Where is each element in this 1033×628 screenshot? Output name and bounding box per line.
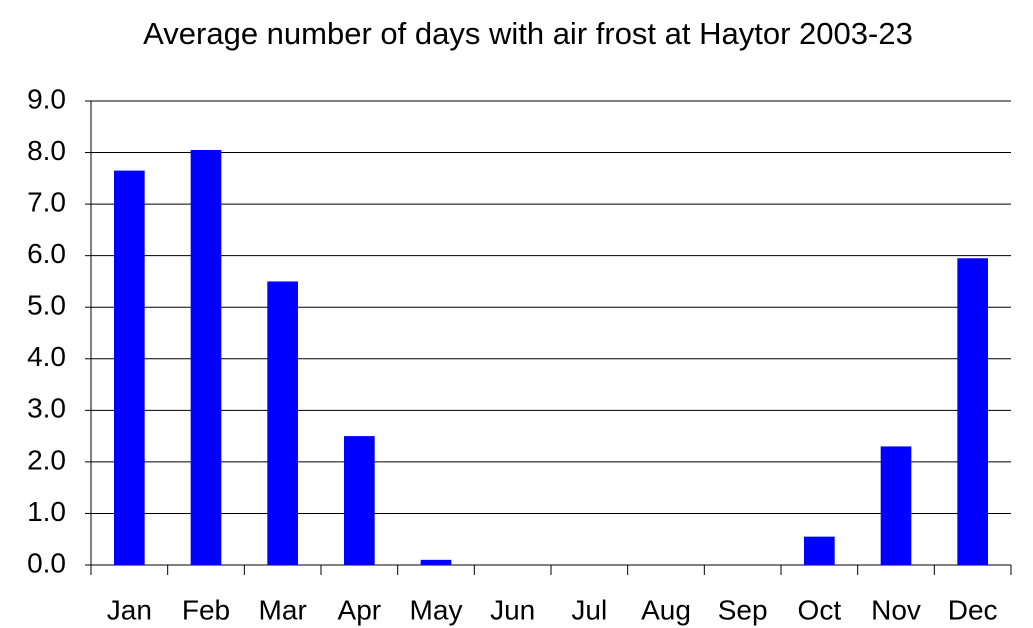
bar (804, 536, 835, 565)
x-tick-label: Mar (259, 594, 307, 625)
x-tick-label: Aug (641, 594, 691, 625)
bar (114, 170, 145, 565)
bar (190, 149, 222, 565)
bar (420, 559, 452, 565)
y-tick-label: 1.0 (27, 496, 66, 527)
y-tick-label: 2.0 (27, 444, 66, 475)
x-tick-label: Apr (338, 594, 382, 625)
x-tick-label: Nov (871, 594, 921, 625)
bar (267, 281, 298, 565)
y-tick-label: 8.0 (27, 135, 66, 166)
y-tick-label: 4.0 (27, 341, 66, 372)
x-tick-label: Feb (182, 594, 230, 625)
x-tick-label: Dec (948, 594, 998, 625)
x-tick-label: Jun (490, 594, 535, 625)
y-tick-label: 7.0 (27, 187, 66, 218)
x-tick-label: Jul (571, 594, 607, 625)
x-tick-label: Sep (718, 594, 768, 625)
x-tick-label: May (410, 594, 463, 625)
y-tick-label: 5.0 (27, 290, 66, 321)
y-tick-label: 3.0 (27, 393, 66, 424)
chart-title: Average number of days with air frost at… (143, 16, 913, 51)
y-tick-label: 6.0 (27, 238, 66, 269)
y-tick-label: 0.0 (27, 547, 66, 578)
y-tick-label: 9.0 (27, 83, 66, 114)
bar (344, 436, 375, 565)
bar (957, 258, 988, 565)
x-tick-label: Oct (798, 594, 842, 625)
bar (880, 446, 912, 565)
x-tick-label: Jan (107, 594, 152, 625)
